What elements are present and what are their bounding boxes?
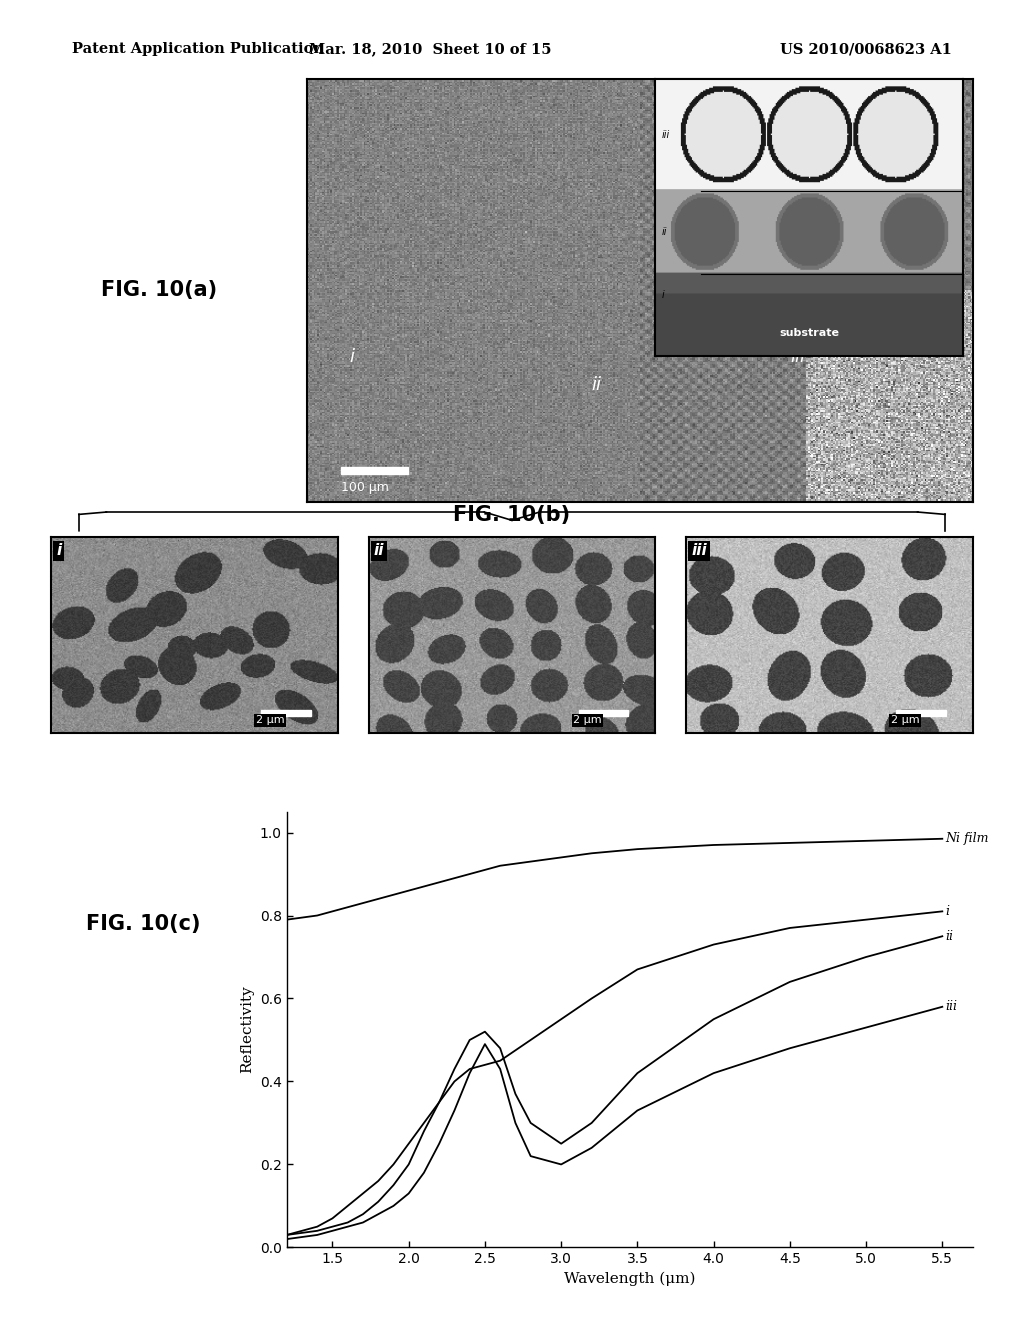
Text: Patent Application Publication: Patent Application Publication xyxy=(72,42,324,57)
Text: ii: ii xyxy=(591,376,601,393)
Text: Ni film: Ni film xyxy=(945,833,989,845)
Bar xyxy=(896,710,946,715)
Text: FIG. 10(c): FIG. 10(c) xyxy=(86,913,201,935)
Text: US 2010/0068623 A1: US 2010/0068623 A1 xyxy=(780,42,952,57)
Bar xyxy=(579,710,629,715)
Text: iii: iii xyxy=(663,131,671,140)
Text: 2 μm: 2 μm xyxy=(256,715,285,725)
X-axis label: Wavelength (μm): Wavelength (μm) xyxy=(564,1271,695,1286)
Text: ii: ii xyxy=(945,929,953,942)
Text: i: i xyxy=(945,906,949,917)
Bar xyxy=(261,710,311,715)
Text: i: i xyxy=(56,544,61,558)
Text: substrate: substrate xyxy=(779,329,840,338)
Text: i: i xyxy=(349,347,354,366)
Text: iii: iii xyxy=(791,347,806,366)
Text: ii: ii xyxy=(374,544,384,558)
Text: iii: iii xyxy=(691,544,707,558)
Text: 2 μm: 2 μm xyxy=(573,715,602,725)
Text: ii: ii xyxy=(663,227,668,238)
Text: Mar. 18, 2010  Sheet 10 of 15: Mar. 18, 2010 Sheet 10 of 15 xyxy=(309,42,551,57)
Text: i: i xyxy=(663,289,665,300)
Y-axis label: Reflectivity: Reflectivity xyxy=(241,986,254,1073)
Text: 2 μm: 2 μm xyxy=(891,715,920,725)
Text: FIG. 10(a): FIG. 10(a) xyxy=(100,280,217,301)
Text: FIG. 10(b): FIG. 10(b) xyxy=(454,504,570,525)
Bar xyxy=(341,467,408,474)
Text: iii: iii xyxy=(945,1001,957,1014)
Text: 100 μm: 100 μm xyxy=(341,480,389,494)
